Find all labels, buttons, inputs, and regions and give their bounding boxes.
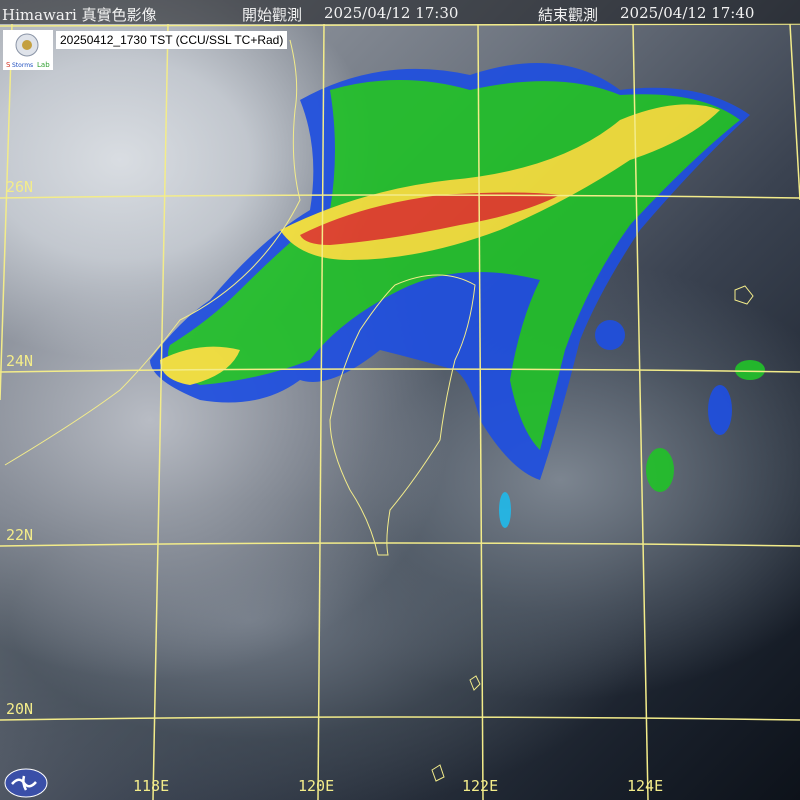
radar-echo-small (646, 448, 674, 492)
island-coastline (431, 764, 445, 782)
taiwan-coastline (329, 274, 476, 556)
meridian-118e (152, 23, 169, 800)
lat-lon-grid (0, 23, 800, 800)
island-coastline (734, 285, 754, 305)
parallel-22n (0, 542, 800, 547)
radar-echo-small (735, 360, 765, 380)
meridian-edge (0, 23, 13, 401)
lon-label: 124E (627, 777, 664, 795)
radar-echo-red (300, 192, 560, 245)
title: Himawari 真實色影像 (2, 6, 157, 24)
island-coastline (469, 675, 481, 691)
svg-text:Storms: Storms (12, 62, 33, 69)
lat-label: 22N (6, 526, 34, 544)
radar-echo-small (708, 385, 732, 435)
parallel-26n (0, 194, 800, 199)
parallel-24n (0, 368, 800, 373)
radar-echo-small (499, 492, 511, 528)
lat-label: 24N (6, 352, 34, 370)
radar-echo-small (595, 320, 625, 350)
lon-label: 122E (462, 777, 499, 795)
svg-text:Lab: Lab (37, 61, 50, 69)
lat-label: 26N (6, 178, 34, 196)
meridian-edge (789, 23, 800, 201)
start-label: 開始觀測 (242, 6, 303, 24)
meridian-120e (317, 23, 325, 800)
meridian-122e (477, 23, 484, 800)
start-time: 2025/04/12 17:30 (324, 4, 459, 22)
meridian-124e (632, 23, 649, 800)
agency-logo-icon (4, 768, 48, 798)
lon-label: 120E (298, 777, 335, 795)
image-caption: 20250412_1730 TST (CCU/SSL TC+Rad) (56, 31, 288, 49)
parallel-20n (0, 716, 800, 721)
header-bar: Himawari 真實色影像 開始觀測 2025/04/12 17:30 結束觀… (0, 0, 800, 24)
parallel-28n (0, 23, 800, 27)
end-label: 結束觀測 (538, 6, 599, 24)
china-coastline (4, 39, 301, 466)
svg-text:S: S (6, 61, 11, 69)
lon-label: 118E (133, 777, 170, 795)
lab-logo: S Storms Lab (3, 30, 53, 70)
lat-label: 20N (6, 700, 34, 718)
end-time: 2025/04/12 17:40 (620, 4, 755, 22)
radar-echo-yellow (160, 346, 240, 385)
